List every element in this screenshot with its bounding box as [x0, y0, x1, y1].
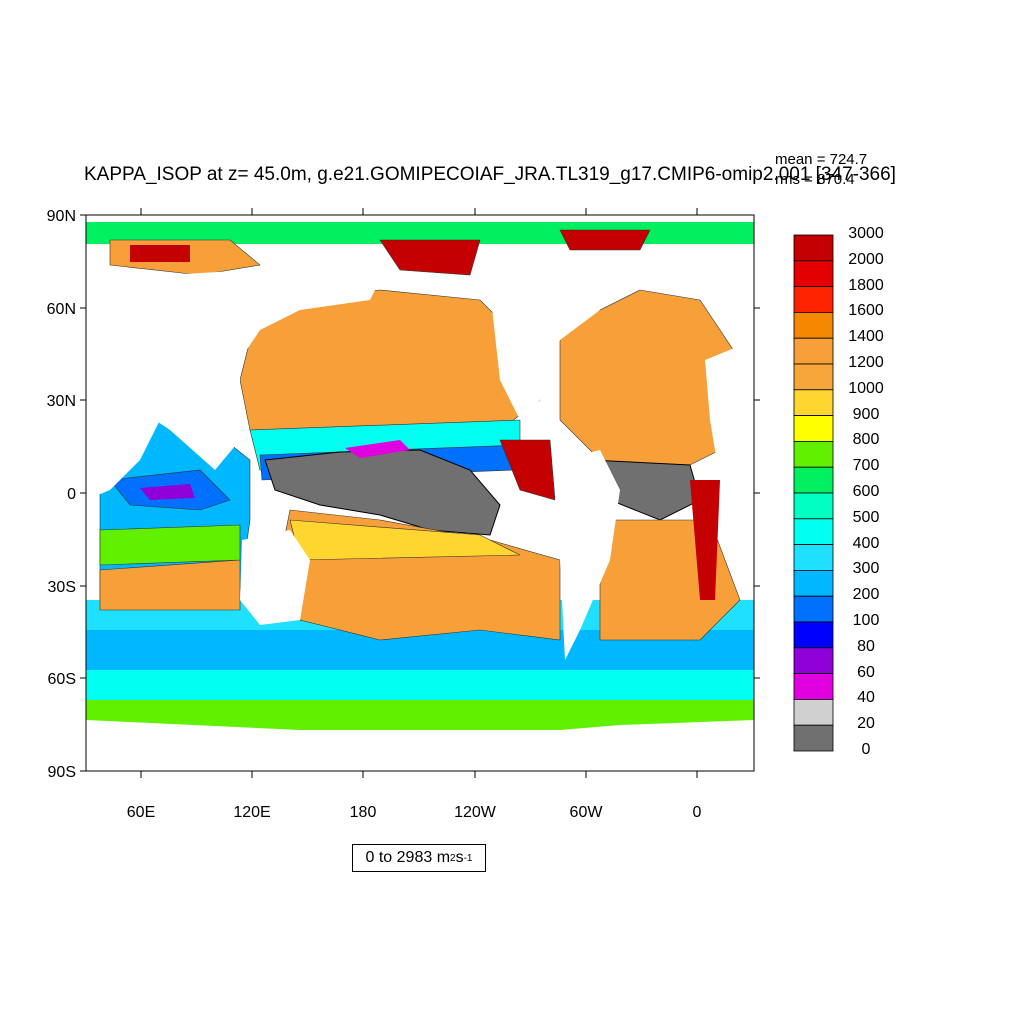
colorbar-level-label: 800 — [852, 431, 880, 449]
colorbar-box — [793, 492, 834, 520]
lat-label-90n: 90N — [47, 208, 76, 225]
colorbar-box — [793, 440, 834, 468]
south-america-land — [555, 450, 620, 660]
colorbar-level-label: 500 — [852, 508, 880, 526]
lon-label-60w: 60W — [570, 804, 604, 821]
mean-stat: mean = 724.7 — [775, 151, 868, 168]
lon-label-120e: 120E — [233, 804, 270, 821]
australia-land — [240, 530, 310, 625]
latitude-axis: 90N 60N 30N 0 30S 60S 90S — [47, 208, 760, 781]
colorbar-level-label: 1600 — [848, 302, 884, 320]
colorbar-box — [793, 595, 834, 623]
range-exp-1: 2 — [450, 852, 456, 864]
lat-label-60s: 60S — [48, 671, 76, 688]
lon-label-60e: 60E — [127, 804, 155, 821]
colorbar-box — [793, 647, 834, 674]
colorbar-level-label: 600 — [852, 483, 880, 500]
colorbar-box — [793, 570, 834, 597]
colorbar-box — [793, 234, 834, 262]
lat-label-30n: 30N — [47, 393, 76, 410]
range-exp-2: -1 — [463, 852, 473, 864]
colorbar-box — [793, 415, 834, 442]
colorbar — [793, 234, 834, 752]
colorbar-box — [793, 466, 834, 494]
north-america-land — [490, 260, 610, 420]
plot-title: KAPPA_ISOP at z= 45.0m, g.e21.GOMIPECOIA… — [84, 164, 896, 185]
lon-label-0: 0 — [693, 804, 702, 821]
colorbar-level-label: 2000 — [848, 250, 884, 268]
colorbar-box — [793, 724, 834, 752]
colorbar-level-label: 3000 — [848, 225, 884, 242]
colorbar-level-label: 400 — [852, 534, 880, 552]
africa-west-land — [86, 360, 160, 500]
africa-east-land — [705, 340, 754, 480]
lat-label-60n: 60N — [47, 301, 76, 318]
colorbar-box — [793, 673, 834, 700]
rms-stat: rms = 870.4 — [775, 171, 855, 188]
colorbar-level-label: 1000 — [848, 379, 884, 397]
colorbar-level-label: 1400 — [848, 328, 884, 346]
lat-label-0: 0 — [67, 486, 76, 503]
lat-label-90s: 90S — [48, 764, 76, 781]
colorbar-level-label: 700 — [852, 457, 880, 475]
lon-label-120w: 120W — [454, 804, 497, 821]
colorbar-level-label: 1200 — [848, 354, 884, 371]
range-unit-2: s — [455, 849, 464, 866]
field-layer — [86, 215, 754, 771]
colorbar-box — [793, 260, 834, 287]
antarctica-land — [86, 720, 754, 771]
colorbar-level-label: 300 — [852, 560, 880, 578]
range-text: 0 to 2983 m — [365, 849, 451, 866]
colorbar-box — [793, 363, 834, 391]
colorbar-box — [793, 337, 834, 365]
colorbar-box — [793, 699, 834, 726]
colorbar-box — [793, 286, 834, 313]
colorbar-level-label: 0 — [861, 741, 871, 758]
lat-label-30s: 30S — [48, 579, 76, 596]
colorbar-box — [793, 311, 834, 339]
colorbar-level-label: 1800 — [848, 276, 884, 294]
colorbar-level-label: 80 — [857, 637, 875, 655]
longitude-axis: 60E 120E 180 120W 60W 0 — [127, 208, 702, 821]
colorbar-level-label: 20 — [857, 715, 875, 733]
lon-label-180: 180 — [350, 804, 377, 821]
colorbar-level-label: 100 — [852, 612, 880, 629]
colorbar-box — [793, 544, 834, 571]
colorbar-box — [793, 621, 834, 649]
colorbar-level-label: 60 — [857, 663, 875, 681]
colorbar-level-label: 200 — [852, 586, 880, 604]
colorbar-box — [793, 518, 834, 545]
colorbar-level-label: 900 — [852, 405, 880, 423]
colorbar-box — [793, 389, 834, 416]
colorbar-level-label: 40 — [857, 689, 875, 707]
